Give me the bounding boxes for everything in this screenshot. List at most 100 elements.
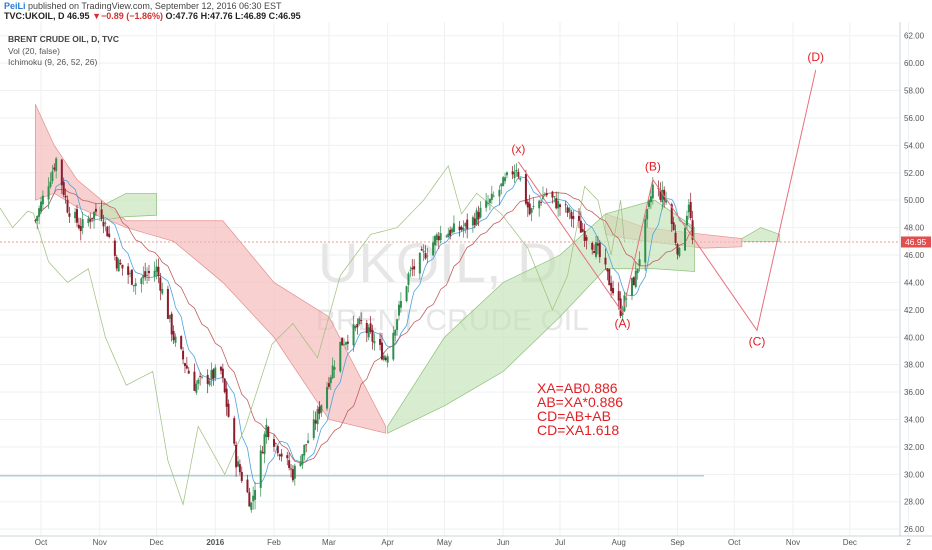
candle-body [439,233,442,241]
candle-body [636,268,639,274]
candle-body [346,341,349,344]
candle-body [356,323,359,328]
legend-ichimoku[interactable]: Ichimoku (9, 26, 52, 26) [8,57,97,67]
candle-body [182,350,185,360]
y-tick-label: 62.00 [904,32,925,41]
candle-body [119,262,122,265]
y-tick-label: 32.00 [904,443,925,452]
candle-body [651,184,654,199]
candle-body [579,220,582,233]
candle-body [360,320,363,321]
last-price-badge-label: 46.95 [905,237,927,247]
candle-body [685,215,688,225]
candle-body [267,426,270,438]
candle-body [354,326,357,329]
candle-body [219,366,222,371]
y-tick-label: 42.00 [904,306,925,315]
candle-body [661,190,664,203]
pattern-point-label: (C) [749,334,766,348]
candle-body [581,229,584,232]
annotation-line: CD=XA1.618 [537,422,619,438]
x-tick-label: Aug [612,538,626,547]
candle-body [585,237,588,241]
candle-body [564,204,567,206]
candle-body [318,406,321,414]
x-tick-label: Apr [381,538,394,547]
y-tick-label: 28.00 [904,498,925,507]
candle-body [424,253,427,259]
price-chart[interactable]: UKOIL, D BRENT CRUDE OIL (x) (A) (B) (C) (D)… [0,22,932,550]
candle-body [75,209,78,223]
candle-body [197,379,200,384]
legend-volume[interactable]: Vol (20, false) [8,46,60,56]
candle-body [66,199,69,213]
candle-body [187,370,190,374]
candle-body [87,218,90,224]
x-tick-label: Sep [670,538,685,547]
candle-body [610,282,613,292]
candle-body [517,171,520,177]
candle-body [352,324,355,346]
candle-body [293,465,296,479]
candle-body [51,171,54,182]
pattern-point-label: (D) [807,50,824,64]
candle-body [532,206,535,207]
candle-body [515,169,518,172]
candle-body [540,201,543,203]
candle-body [479,207,482,218]
y-axis[interactable]: 26.00 28.00 30.00 32.00 34.00 36.00 38.00 40.00… [899,22,925,536]
candle-body [502,177,505,187]
y-tick-label: 48.00 [904,224,925,233]
candle-body [221,368,224,378]
candle-body [274,443,277,444]
price-change: −0.89 (−1.86%) [100,11,164,21]
candle-body [572,216,575,220]
candle-body [553,196,556,198]
candle-body [113,240,116,256]
candle-body [577,215,580,221]
candle-body [344,342,347,345]
y-tick-label: 52.00 [904,169,925,178]
candle-body [367,327,370,338]
candle-body [485,200,488,208]
candle-body [236,461,239,467]
candle-body [305,444,308,446]
candle-body [435,234,438,241]
candle-body [487,203,490,204]
symbol-label[interactable]: TVC:UKOIL, D [4,11,65,21]
candle-body [199,376,202,377]
candle-body [180,336,183,349]
publish-line: PeiLi published on TradingView.com, Sept… [4,1,282,11]
candle-body [140,278,143,284]
candle-body [555,198,558,209]
candle-body [121,264,124,269]
candle-body [665,200,668,203]
x-tick-label: Jun [497,538,510,547]
author-link[interactable]: PeiLi [4,1,26,11]
candle-body [214,367,217,378]
y-tick-label: 54.00 [904,141,925,150]
candle-body [316,409,319,425]
candle-body [41,195,44,205]
x-tick-label: Jul [555,538,565,547]
candle-body [413,266,416,270]
candle-body [129,272,132,274]
candle-body [233,418,236,444]
ohlc-values: O:47.76 H:47.76 L:46.89 C:46.95 [165,11,301,21]
x-axis[interactable]: Oct Nov Dec 2016 Feb Mar Apr May Jun Jul Aug Sep Oct… [0,535,932,547]
candle-body [678,247,681,257]
pattern-point-label: (x) [511,142,525,156]
last-price: 46.95 [67,11,90,21]
candle-body [608,269,611,286]
candle-body [278,454,281,457]
candle-body [492,195,495,197]
candle-body [201,376,204,378]
candle-body [130,269,133,285]
candle-body [153,270,156,277]
candle-body [102,221,105,227]
candle-body [299,462,302,467]
y-tick-label: 50.00 [904,196,925,205]
candle-body [146,274,149,276]
candle-body [583,230,586,241]
annotation-line: AB=XA*0.886 [537,394,623,410]
